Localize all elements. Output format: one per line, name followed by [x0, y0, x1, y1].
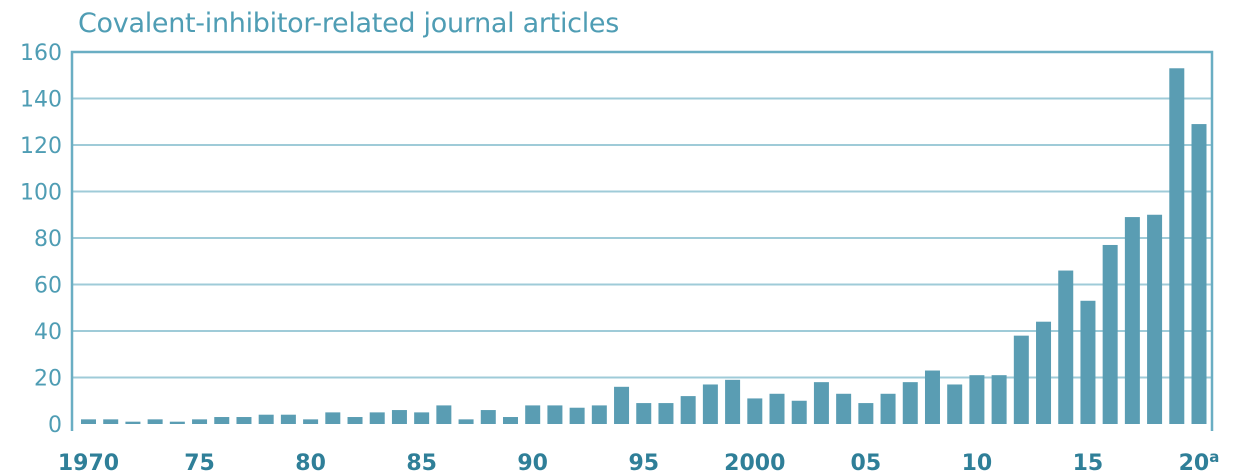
bar-2012 [1013, 335, 1029, 424]
bar-2014 [1058, 270, 1074, 424]
x-tick-label-15: 15 [1073, 451, 1104, 474]
bar-2017 [1124, 217, 1140, 424]
bar-2011 [991, 375, 1007, 424]
bar-1984 [391, 410, 407, 424]
bar-2007 [902, 382, 918, 424]
x-axis-ticks: 1970 75 80 85 90 95 2000 05 10 15 20a [58, 448, 1219, 474]
bar-1981 [325, 412, 341, 424]
bar-1975 [192, 419, 208, 424]
bar-1974 [169, 421, 185, 424]
y-tick-label-160: 160 [20, 41, 62, 66]
x-tick-label-85: 85 [406, 451, 437, 474]
x-tick-label-2000: 2000 [724, 451, 785, 474]
bar-2005 [858, 403, 874, 424]
y-tick-label-60: 60 [34, 274, 62, 299]
bar-1985 [414, 412, 430, 424]
x-tick-label-20: 20a [1179, 448, 1220, 474]
y-tick-label-100: 100 [20, 181, 62, 206]
bar-1990 [525, 405, 541, 424]
bar-1988 [480, 410, 496, 424]
x-tick-label-75: 75 [184, 451, 215, 474]
bar-1977 [236, 417, 252, 424]
y-tick-label-0: 0 [48, 413, 62, 438]
bar-2003 [813, 382, 829, 424]
bar-1976 [214, 417, 230, 424]
x-tick-label-1970: 1970 [58, 451, 119, 474]
bar-2009 [947, 384, 963, 424]
bar-1996 [658, 403, 674, 424]
plot-frame [70, 50, 1214, 431]
bar-1970 [81, 419, 96, 424]
y-axis-ticks: 0 20 40 60 80 100 120 140 160 [20, 41, 62, 438]
bar-1973 [147, 419, 163, 424]
y-tick-label-40: 40 [34, 320, 62, 345]
x-tick-label-80: 80 [295, 451, 326, 474]
bar-1995 [636, 403, 652, 424]
bars [81, 68, 1207, 425]
bar-1987 [458, 419, 474, 424]
bar-1983 [369, 412, 385, 424]
bar-1997 [680, 396, 696, 424]
y-tick-label-140: 140 [20, 88, 62, 113]
x-tick-label-95: 95 [628, 451, 659, 474]
bar-2001 [769, 393, 785, 424]
bar-1993 [591, 405, 607, 424]
x-tick-superscript: a [1209, 448, 1219, 466]
bar-1986 [436, 405, 452, 424]
x-tick-label-05: 05 [851, 451, 882, 474]
grid-lines [72, 97, 1212, 379]
bar-1994 [614, 386, 630, 424]
bar-2004 [836, 393, 852, 424]
bar-1978 [258, 414, 274, 424]
bar-2002 [791, 400, 807, 424]
bar-1979 [280, 414, 296, 424]
bar-1971 [103, 419, 119, 424]
bar-2018 [1147, 214, 1163, 424]
bar-1982 [347, 417, 363, 424]
bar-1972 [125, 421, 141, 424]
bar-2020 [1191, 124, 1207, 424]
y-tick-label-20: 20 [34, 367, 62, 392]
x-tick-label-10: 10 [962, 451, 993, 474]
bar-1991 [547, 405, 563, 424]
plot-border [70, 50, 1214, 431]
bar-1999 [725, 379, 741, 424]
bar-2015 [1080, 300, 1096, 424]
chart-title: Covalent-inhibitor-related journal artic… [78, 8, 619, 39]
bar-2000 [747, 398, 763, 424]
y-tick-label-120: 120 [20, 134, 62, 159]
x-tick-label-90: 90 [517, 451, 548, 474]
bar-2019 [1169, 68, 1185, 425]
bar-1998 [702, 384, 718, 424]
bar-2013 [1036, 321, 1052, 424]
bar-1992 [569, 407, 585, 424]
bar-1989 [502, 417, 518, 424]
bar-2010 [969, 375, 985, 424]
bar-2008 [924, 370, 940, 424]
y-tick-label-80: 80 [34, 227, 62, 252]
bar-2016 [1102, 244, 1118, 424]
bar-1980 [303, 419, 319, 424]
bar-2006 [880, 393, 896, 424]
